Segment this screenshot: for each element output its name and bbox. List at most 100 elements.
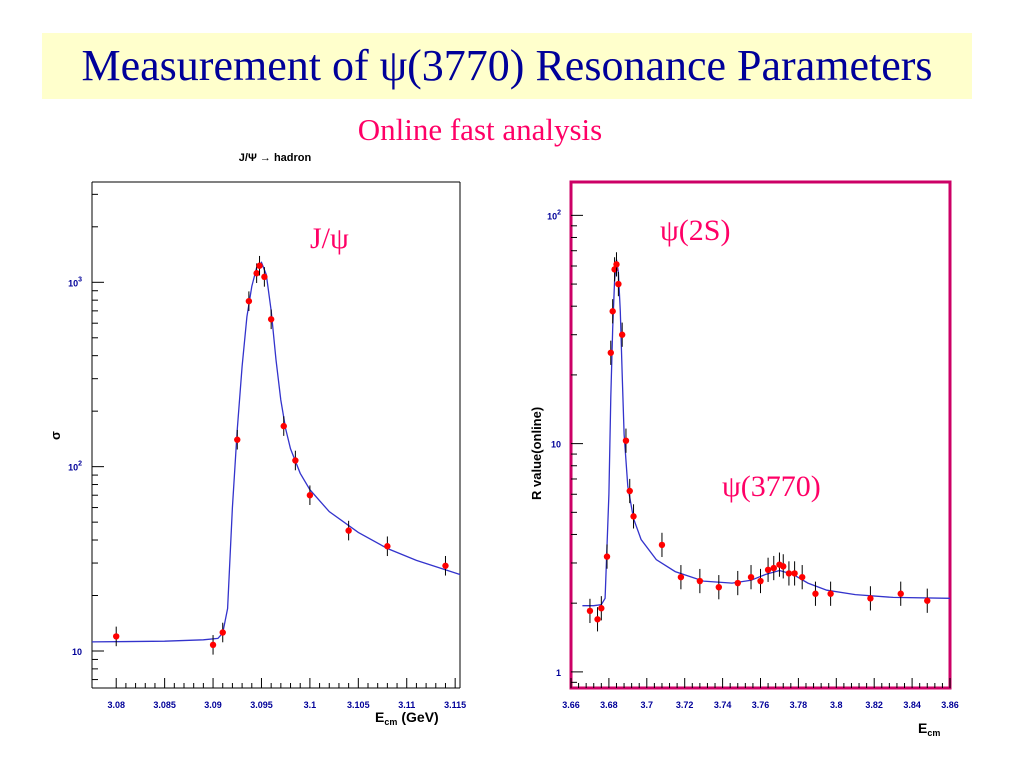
x-tick-label: 3.08 (107, 700, 125, 710)
y-tick-label: 10 (72, 647, 82, 657)
y-tick-base: 10 (551, 440, 561, 450)
point-marker (770, 564, 777, 572)
data-point (603, 544, 611, 569)
x-axis-label-sub: cm (384, 717, 397, 727)
point-marker (598, 605, 605, 612)
point-marker (609, 308, 616, 315)
point-marker (867, 595, 874, 602)
data-point (113, 626, 120, 647)
y-tick-exp: 2 (557, 209, 561, 216)
x-tick-label: 3.74 (714, 700, 732, 710)
y-tick-label: 102 (547, 209, 561, 221)
x-axis-label: Ecm (GeV) (375, 709, 439, 727)
psi3770-annotation: ψ(3770) (722, 470, 821, 503)
x-tick-label: 3.72 (676, 700, 694, 710)
point-marker (764, 566, 772, 574)
data-point (715, 575, 723, 600)
data-point (345, 520, 352, 541)
data-point (586, 598, 594, 624)
data-point (626, 478, 633, 504)
y-tick-base: 10 (68, 278, 78, 288)
point-marker (292, 457, 299, 464)
data-point (780, 554, 787, 579)
right-fit-curve (582, 259, 951, 607)
data-point (594, 607, 601, 632)
point-marker (630, 513, 637, 520)
x-tick-label: 3.8 (830, 700, 843, 710)
point-marker (812, 590, 819, 597)
point-marker (113, 633, 120, 640)
y-tick-label: 102 (68, 461, 82, 473)
point-marker (791, 570, 798, 577)
x-tick-label: 3.115 (444, 700, 466, 710)
point-marker (280, 422, 287, 430)
point-marker (747, 573, 755, 581)
x-axis-label-sub: cm (927, 728, 940, 738)
y-tick-exp: 3 (78, 276, 82, 283)
point-marker (256, 262, 263, 269)
data-point (734, 570, 741, 596)
point-marker (607, 349, 614, 356)
y-tick-exp: 2 (78, 461, 82, 468)
point-marker (442, 562, 449, 569)
data-point (607, 340, 614, 365)
point-marker (384, 543, 391, 550)
left-frame (91, 181, 461, 689)
data-point (384, 536, 391, 557)
data-point (747, 565, 755, 590)
point-marker (715, 583, 723, 591)
x-tick-label: 3.82 (865, 700, 883, 710)
data-point (924, 588, 931, 613)
data-point (867, 586, 874, 611)
y-tick-base: 1 (556, 668, 561, 678)
point-marker (261, 273, 268, 281)
data-point (598, 596, 605, 621)
fit-line (582, 259, 951, 607)
point-marker (234, 436, 241, 443)
right-ticks: 3.66 3.68 3.7 3.72 3.74 3.76 3.78 3.8 3.82 3.84 3.… (547, 209, 959, 710)
data-point (245, 291, 253, 311)
x-tick-label: 3.105 (347, 700, 370, 710)
x-tick-label: 3.84 (903, 700, 921, 710)
data-point (618, 322, 626, 347)
point-marker (696, 577, 704, 585)
data-point (630, 504, 637, 529)
data-point (613, 252, 620, 277)
data-point (785, 561, 793, 586)
x-tick-label: 3.11 (398, 700, 415, 710)
point-marker (253, 270, 260, 277)
data-point (442, 555, 449, 576)
x-tick-label: 3.09 (204, 700, 222, 710)
x-tick-label: 3.66 (562, 700, 580, 710)
y-tick-base: 10 (68, 463, 78, 473)
data-point (219, 622, 226, 643)
point-marker (603, 553, 611, 560)
data-point (267, 309, 275, 330)
point-marker (245, 297, 253, 305)
x-tick-label: 3.68 (600, 700, 618, 710)
data-point (615, 271, 622, 297)
psi2s-annotation: ψ(2S) (660, 214, 730, 247)
data-point (306, 485, 314, 505)
data-point (897, 581, 904, 606)
data-point (256, 255, 263, 276)
x-tick-label: 3.78 (790, 700, 808, 710)
jpsi-annotation: J/ψ (310, 222, 349, 255)
data-point (280, 416, 287, 436)
data-point (791, 561, 798, 586)
point-marker (586, 607, 594, 615)
point-marker (757, 577, 764, 585)
x-tick-label: 3.7 (641, 700, 654, 710)
point-marker (658, 541, 666, 549)
point-marker (594, 616, 601, 623)
data-point (261, 267, 268, 287)
data-point (292, 450, 299, 471)
y-tick-base: 10 (547, 211, 557, 221)
point-marker (613, 261, 620, 268)
right-data-points (586, 252, 931, 632)
point-marker (306, 492, 314, 499)
left-data-points (113, 255, 449, 655)
data-point (696, 568, 704, 594)
